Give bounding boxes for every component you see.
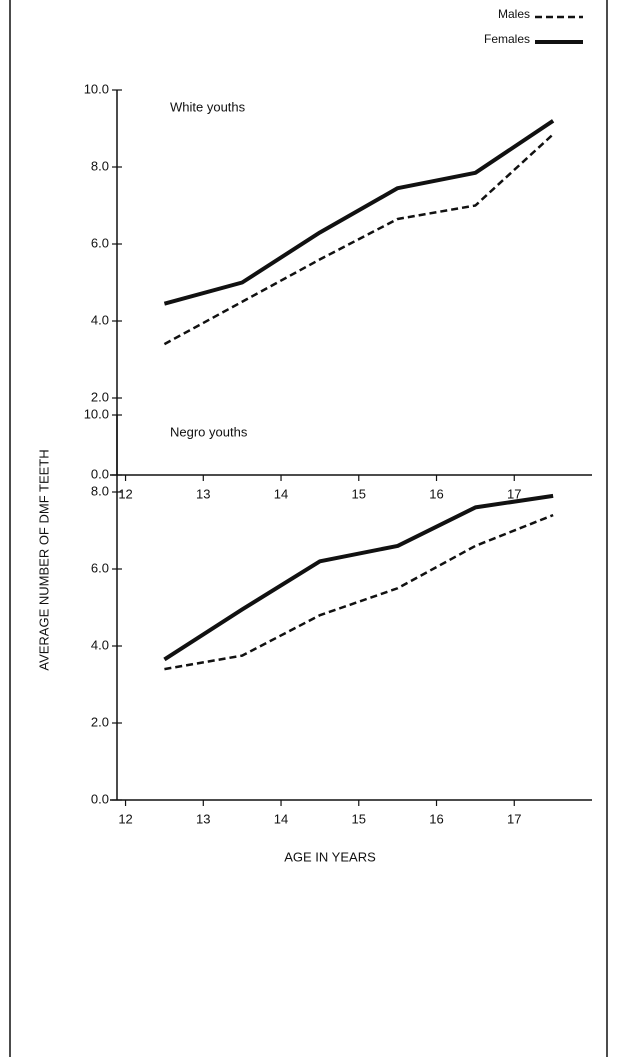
- x-tick-label: 16: [429, 811, 443, 826]
- y-tick-label: 2.0: [91, 389, 109, 404]
- data-line: [164, 513, 554, 671]
- y-tick-label: 4.0: [91, 312, 109, 327]
- data-line: [163, 119, 555, 306]
- y-tick-label: 10.0: [84, 81, 109, 96]
- legend-label: Males: [498, 7, 530, 21]
- x-tick-label: 15: [352, 811, 366, 826]
- y-tick-label: 4.0: [91, 637, 109, 652]
- x-tick-label: 16: [429, 486, 443, 501]
- y-tick-label: 10.0: [84, 406, 109, 421]
- x-tick-label: 13: [196, 811, 210, 826]
- y-tick-label: 2.0: [91, 714, 109, 729]
- x-axis-label: AGE IN YEARS: [284, 849, 376, 864]
- panel-title: White youths: [170, 99, 246, 114]
- frame: [9, 0, 608, 1057]
- x-tick-label: 14: [274, 811, 288, 826]
- data-line: [163, 133, 554, 346]
- x-tick-label: 17: [507, 486, 521, 501]
- x-tick-label: 14: [274, 486, 288, 501]
- x-tick-label: 13: [196, 486, 210, 501]
- x-tick-label: 15: [352, 486, 366, 501]
- y-axis-label: AVERAGE NUMBER OF DMF TEETH: [36, 449, 51, 670]
- y-tick-label: 0.0: [91, 466, 109, 481]
- y-tick-label: 6.0: [91, 560, 109, 575]
- data-line: [163, 493, 554, 662]
- y-tick-label: 0.0: [91, 791, 109, 806]
- y-tick-label: 6.0: [91, 235, 109, 250]
- x-tick-label: 12: [118, 811, 132, 826]
- y-tick-label: 8.0: [91, 483, 109, 498]
- legend-label: Females: [484, 32, 530, 46]
- y-tick-label: 8.0: [91, 158, 109, 173]
- x-tick-label: 12: [118, 486, 132, 501]
- x-tick-label: 17: [507, 811, 521, 826]
- panel-title: Negro youths: [170, 424, 248, 439]
